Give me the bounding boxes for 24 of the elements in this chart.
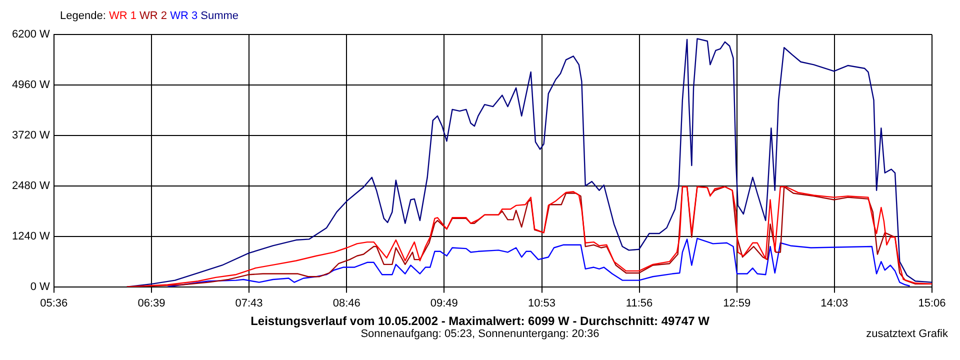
y-tick-label: 2480 W	[12, 180, 51, 192]
text: WR 1	[108, 10, 136, 22]
x-tick-label: 06:39	[138, 297, 166, 310]
x-tick-label: 15:06	[918, 297, 946, 310]
y-tick-label: 1240 W	[12, 230, 51, 242]
x-tick-label: 14:03	[820, 297, 848, 310]
x-tick-label: 10:53	[528, 297, 556, 310]
text: Sonnenaufgang: 05:23, Sonnenuntergang: 20:36	[360, 328, 600, 340]
text: WR 2	[140, 10, 168, 22]
y-tick-label: 3720 W	[12, 130, 51, 142]
x-tick-label: 07:43	[235, 297, 263, 310]
x-tick-label: 09:49	[430, 297, 458, 310]
y-tick-label: 4960 W	[12, 79, 51, 92]
text: Leistungsverlauf vom 10.05.2002 - Maximalwert: 6099 W - Durchschnitt: 49747 W	[250, 314, 710, 328]
text: WR 3	[170, 10, 198, 22]
text: Summe	[200, 10, 239, 22]
x-tick-label: 11:56	[626, 297, 653, 310]
x-tick-label: 08:46	[332, 297, 360, 310]
legend-title: Legende:	[60, 10, 106, 22]
text: zusatztext Grafik	[866, 328, 948, 341]
x-tick-label: 05:36	[40, 297, 68, 310]
y-tick-label: 6200 W	[12, 28, 51, 41]
y-tick-label: 0 W	[30, 280, 51, 293]
x-tick-label: 12:59	[723, 297, 751, 310]
